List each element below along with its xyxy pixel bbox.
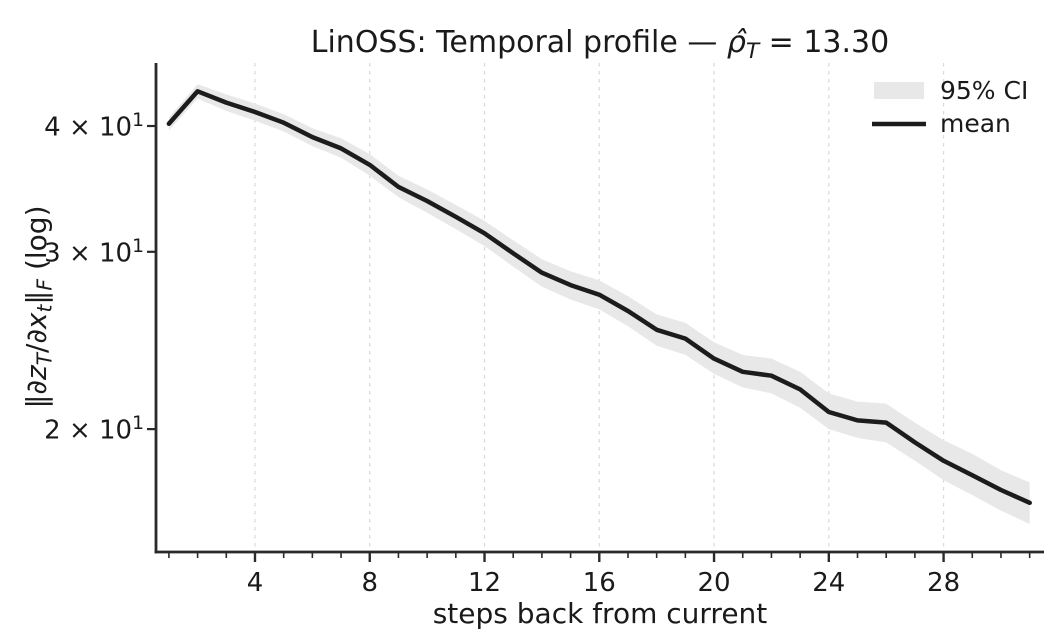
legend-label-mean: mean <box>940 109 1011 138</box>
legend-ci-swatch <box>874 82 924 99</box>
legend-label-ci: 95% CI <box>940 76 1028 105</box>
y-tick-label: 4 × 101 <box>44 110 144 142</box>
mean-line <box>166 89 1032 506</box>
x-tick-label: 12 <box>468 568 501 598</box>
x-tick-label: 4 <box>247 568 264 598</box>
x-tick-label: 28 <box>927 568 960 598</box>
chart-title: LinOSS: Temporal profile — ρ̂T = 13.30 <box>311 25 889 64</box>
x-tick-label: 16 <box>583 568 616 598</box>
x-tick-label: 24 <box>812 568 845 598</box>
x-tick-label: 8 <box>361 568 378 598</box>
y-tick-label: 3 × 101 <box>44 236 144 268</box>
y-tick-label: 2 × 101 <box>44 413 144 445</box>
x-tick-label: 20 <box>698 568 731 598</box>
ci-band <box>168 84 1030 525</box>
y-axis-label: ‖∂zT/∂xt‖F (log) <box>20 205 57 408</box>
x-axis-label: steps back from current <box>433 597 768 630</box>
